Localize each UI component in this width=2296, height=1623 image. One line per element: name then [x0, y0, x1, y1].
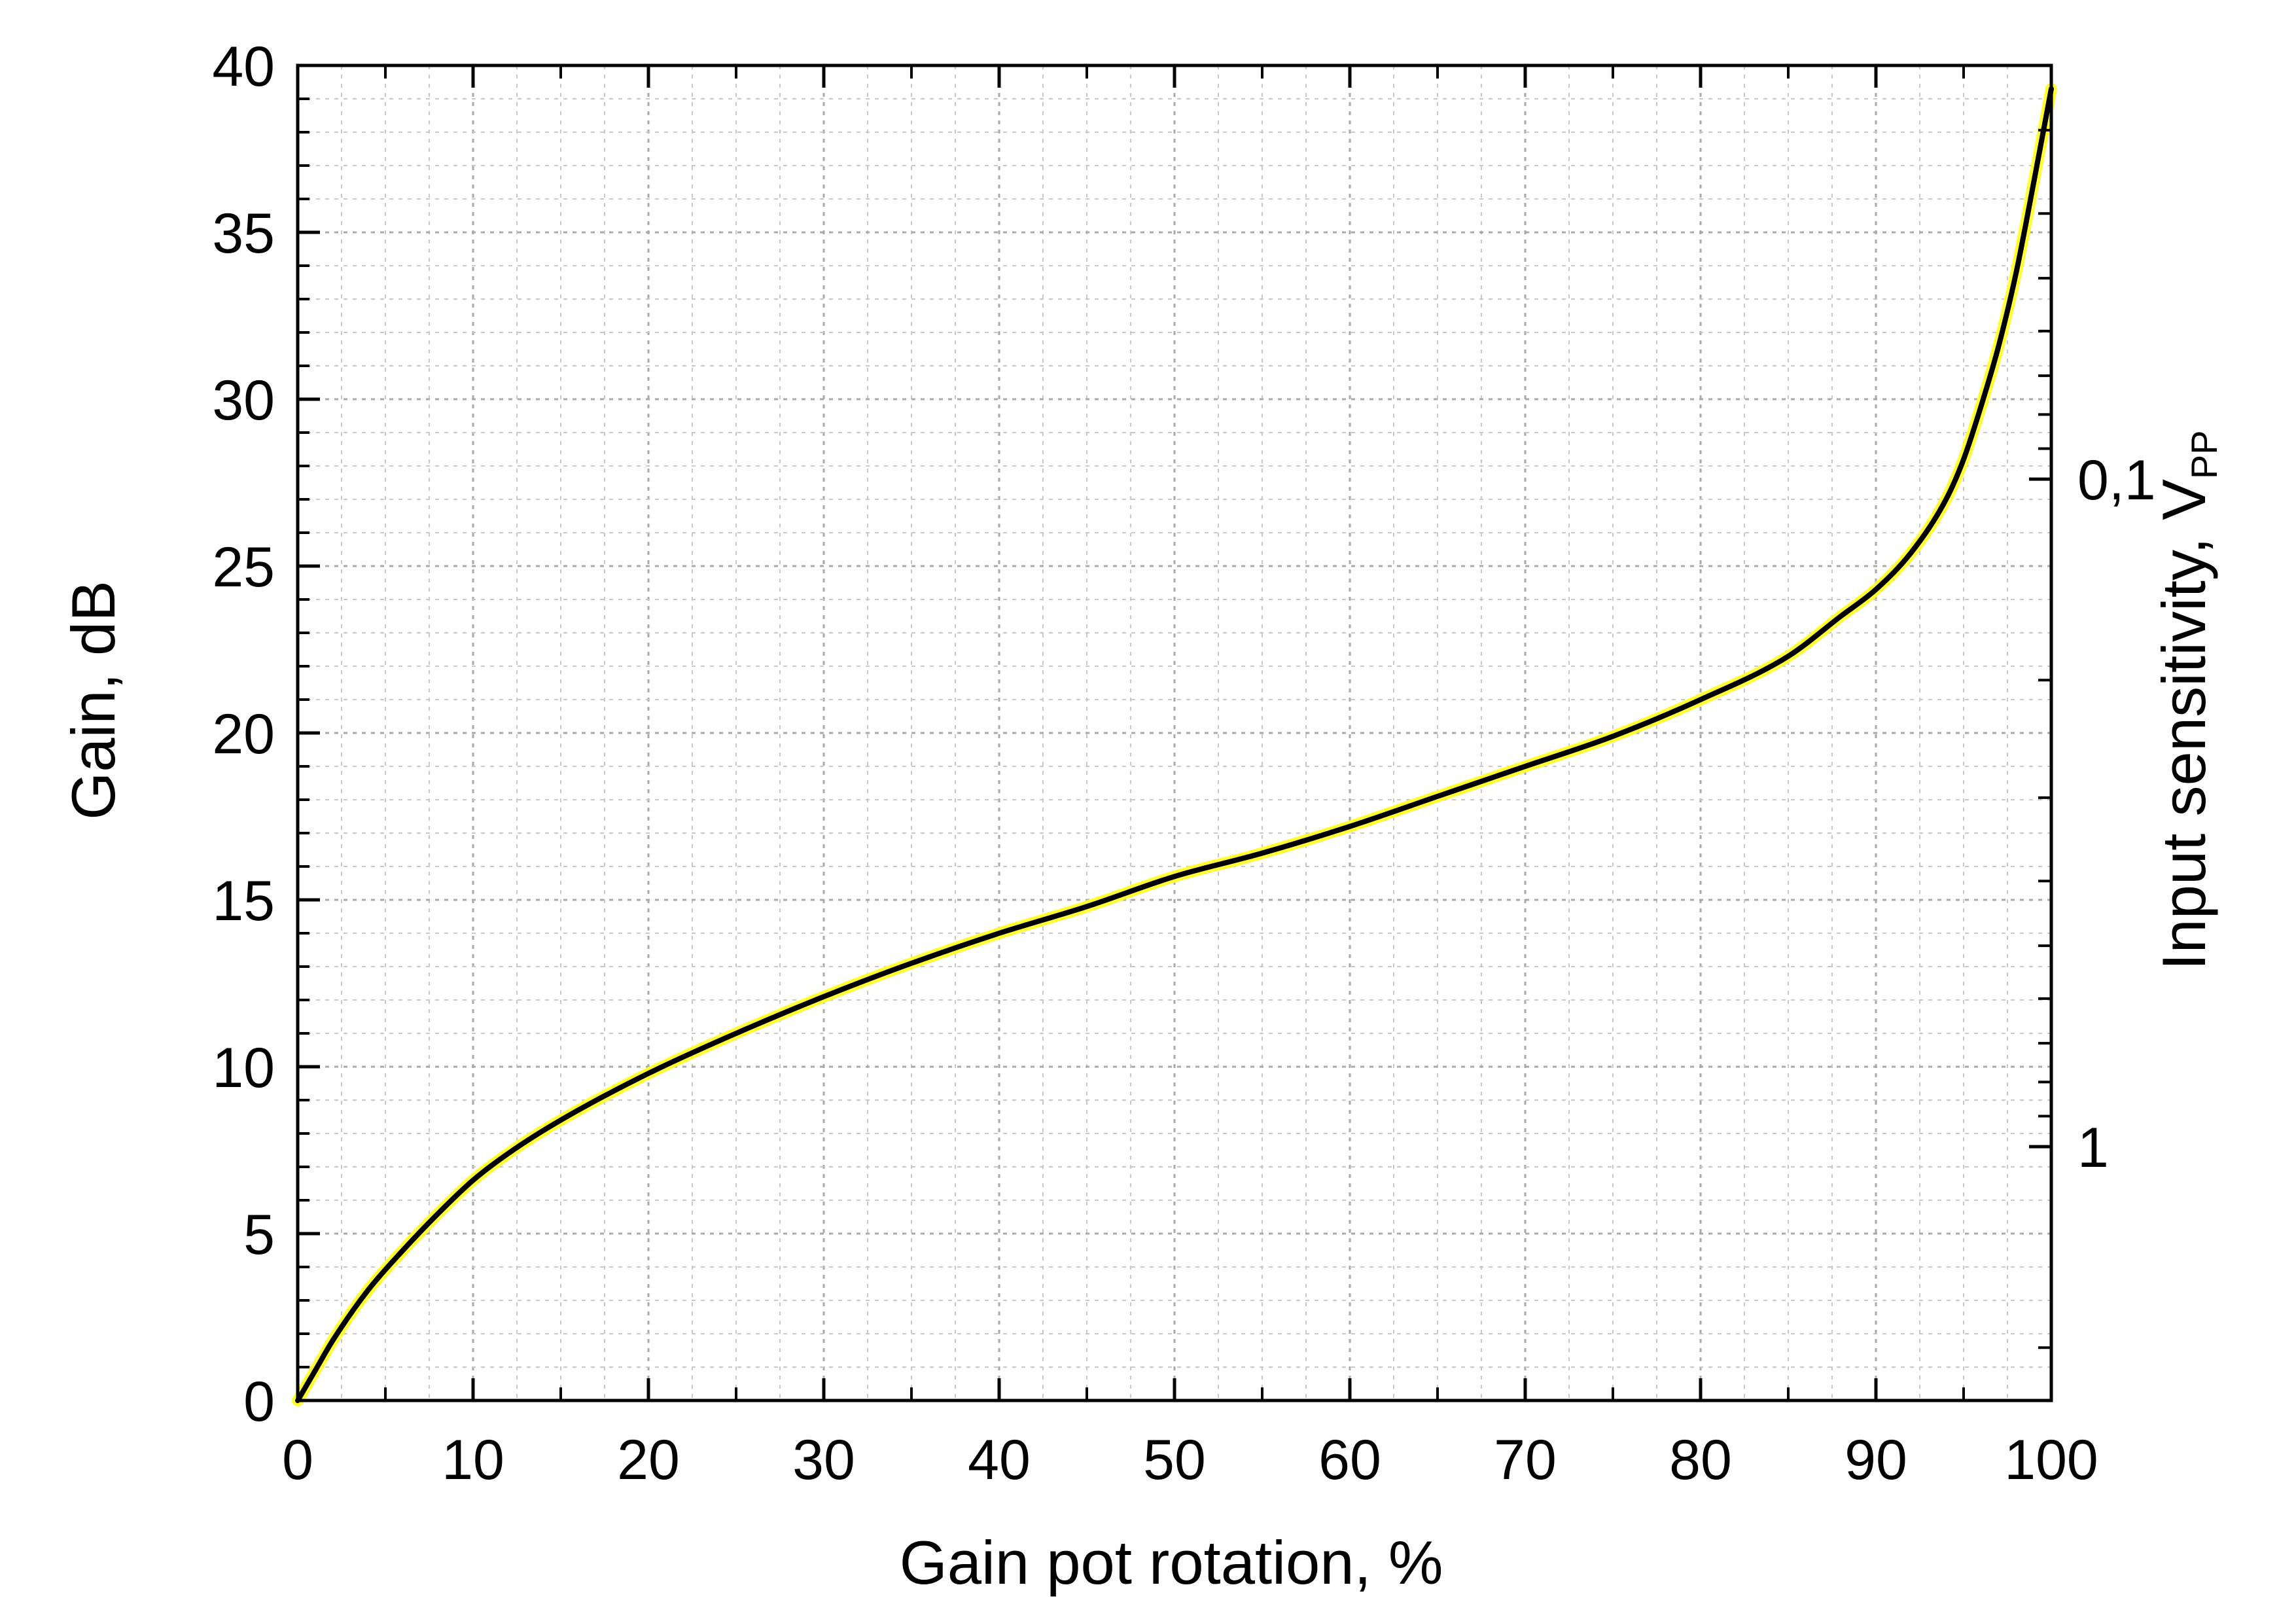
grid-lines — [298, 65, 2051, 1400]
x-tick-label: 100 — [2004, 1429, 2098, 1491]
y-axis-title: Gain, dB — [59, 580, 128, 820]
y-tick-label: 0 — [243, 1370, 275, 1433]
y2-tick-label: 1 — [2077, 1116, 2109, 1179]
x-tick-label: 30 — [792, 1429, 855, 1491]
x-tick-label: 0 — [282, 1429, 313, 1491]
y2-tick-label: 0,1 — [2077, 449, 2156, 512]
y2-axis-title-main: Input sensitivity, V — [2149, 479, 2218, 971]
plot-border — [296, 63, 2053, 1402]
x-tick-label: 70 — [1494, 1429, 1557, 1491]
y2-axis-title-subscript: PP — [2183, 430, 2225, 479]
x-tick-label: 80 — [1669, 1429, 1732, 1491]
y2-axis-title: Input sensitivity, VPP — [2149, 430, 2225, 970]
y-tick-label: 5 — [243, 1204, 275, 1266]
y-tick-label: 25 — [212, 536, 275, 599]
y-tick-label: 15 — [212, 870, 275, 933]
x-tick-label: 40 — [968, 1429, 1031, 1491]
y-tick-label: 35 — [212, 202, 275, 265]
y-tick-label: 20 — [212, 703, 275, 766]
x-tick-label: 20 — [617, 1429, 680, 1491]
x-tick-label: 90 — [1845, 1429, 1907, 1491]
y-tick-label: 40 — [212, 35, 275, 98]
x-axis-title: Gain pot rotation, % — [900, 1528, 1443, 1597]
tick-labels: 0 10 20 30 40 50 60 70 80 90 100 0 5 10 15 20 25 30 35 40 0,… — [212, 35, 2155, 1491]
plot-frame — [296, 63, 2053, 1402]
data-series — [292, 82, 2057, 1406]
x-tick-label: 60 — [1318, 1429, 1381, 1491]
y-tick-label: 10 — [212, 1037, 275, 1099]
y-tick-label: 30 — [212, 369, 275, 432]
x-tick-label: 10 — [442, 1429, 504, 1491]
x-tick-label: 50 — [1143, 1429, 1206, 1491]
gain-curve-line — [295, 86, 2054, 1403]
